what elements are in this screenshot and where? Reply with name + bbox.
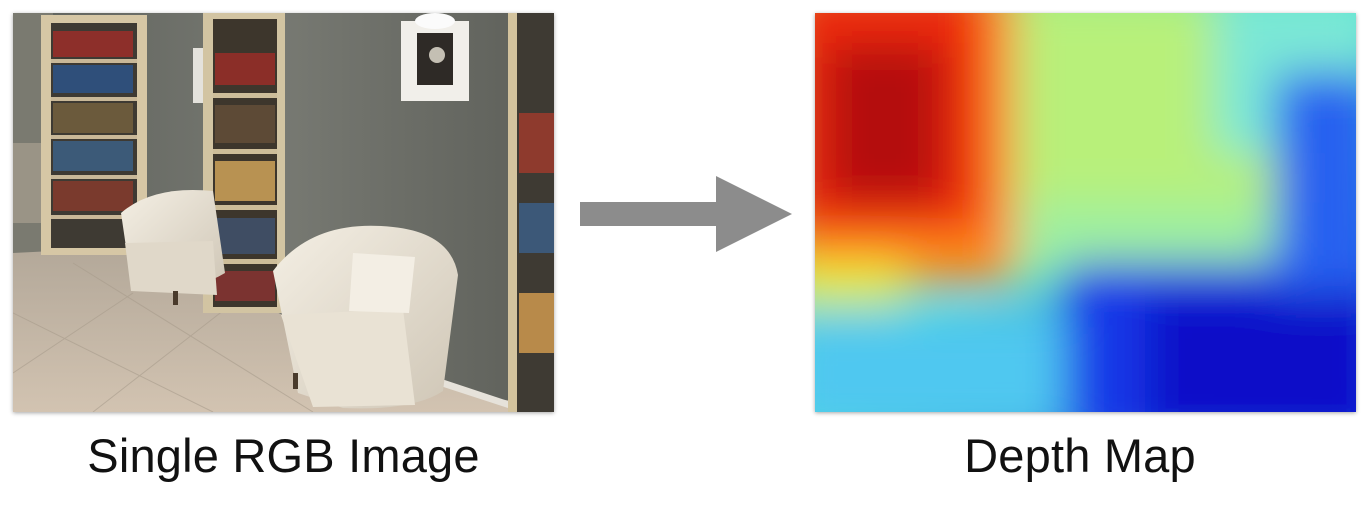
depth-heatmap: [815, 13, 1356, 412]
input-caption: Single RGB Image: [87, 429, 480, 482]
depth-map-image: [815, 13, 1356, 412]
rgb-image: [13, 13, 554, 412]
output-caption: Depth Map: [964, 429, 1196, 482]
room-photo: [13, 13, 554, 412]
right-arrow-icon: [580, 176, 792, 252]
